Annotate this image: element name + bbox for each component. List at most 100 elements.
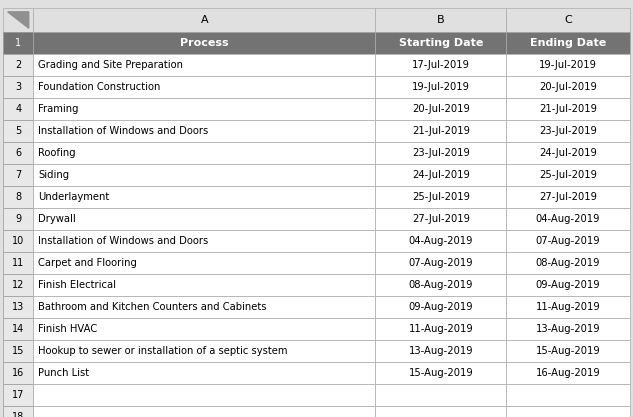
Bar [3,384,34,406]
Text: 27-Jul-2019: 27-Jul-2019 [539,192,597,202]
Bar [506,318,630,340]
Text: 14: 14 [12,324,24,334]
Text: 4: 4 [15,104,22,114]
Bar [34,76,375,98]
Bar [375,384,506,406]
Text: 19-Jul-2019: 19-Jul-2019 [412,82,470,92]
Bar [3,98,34,120]
Text: 11-Aug-2019: 11-Aug-2019 [408,324,473,334]
Text: 15-Aug-2019: 15-Aug-2019 [536,346,601,356]
Text: 08-Aug-2019: 08-Aug-2019 [536,258,600,268]
Text: 15: 15 [12,346,25,356]
Text: Punch List: Punch List [39,368,89,378]
Text: 9: 9 [15,214,22,224]
Bar [34,208,375,230]
Bar [375,252,506,274]
Text: 20-Jul-2019: 20-Jul-2019 [412,104,470,114]
Bar [34,406,375,417]
Bar [375,164,506,186]
Text: Installation of Windows and Doors: Installation of Windows and Doors [39,126,208,136]
Text: Drywall: Drywall [39,214,76,224]
Text: Starting Date: Starting Date [399,38,483,48]
Bar [3,54,34,76]
Text: 18: 18 [12,412,24,417]
Bar [34,164,375,186]
Bar [506,340,630,362]
Bar [506,230,630,252]
Bar [375,32,506,54]
Text: Installation of Windows and Doors: Installation of Windows and Doors [39,236,208,246]
Bar [34,186,375,208]
Bar [506,120,630,142]
Text: Grading and Site Preparation: Grading and Site Preparation [39,60,184,70]
Bar [375,208,506,230]
Bar [34,54,375,76]
Bar [506,406,630,417]
Text: 04-Aug-2019: 04-Aug-2019 [536,214,600,224]
Text: 17-Jul-2019: 17-Jul-2019 [412,60,470,70]
Text: 1: 1 [15,38,22,48]
Bar [506,98,630,120]
Text: 19-Jul-2019: 19-Jul-2019 [539,60,597,70]
Bar [34,8,375,32]
Bar [3,406,34,417]
Text: A: A [201,15,208,25]
Bar [3,76,34,98]
Bar [34,142,375,164]
Bar [375,54,506,76]
Bar [3,252,34,274]
Text: Framing: Framing [39,104,79,114]
Text: 15-Aug-2019: 15-Aug-2019 [408,368,473,378]
Bar [506,186,630,208]
Bar [375,296,506,318]
Text: Process: Process [180,38,229,48]
Bar [375,318,506,340]
Text: 6: 6 [15,148,22,158]
Polygon shape [8,12,28,28]
Bar [375,142,506,164]
Text: 23-Jul-2019: 23-Jul-2019 [412,148,470,158]
Text: 16-Aug-2019: 16-Aug-2019 [536,368,601,378]
Text: 13: 13 [12,302,24,312]
Bar [3,120,34,142]
Text: Ending Date: Ending Date [530,38,606,48]
Bar [375,76,506,98]
Text: 12: 12 [12,280,25,290]
Text: 5: 5 [15,126,22,136]
Bar [3,164,34,186]
Bar [3,142,34,164]
Bar [375,406,506,417]
Bar [506,8,630,32]
Text: 2: 2 [15,60,22,70]
Text: Bathroom and Kitchen Counters and Cabinets: Bathroom and Kitchen Counters and Cabine… [39,302,266,312]
Text: 11: 11 [12,258,24,268]
Text: 09-Aug-2019: 09-Aug-2019 [536,280,601,290]
Bar [506,252,630,274]
Bar [506,32,630,54]
Bar [3,318,34,340]
Text: C: C [564,15,572,25]
Text: 07-Aug-2019: 07-Aug-2019 [408,258,473,268]
Bar [506,54,630,76]
Text: 8: 8 [15,192,22,202]
Text: Roofing: Roofing [39,148,76,158]
Bar [34,340,375,362]
Bar [3,340,34,362]
Bar [3,230,34,252]
Text: Foundation Construction: Foundation Construction [39,82,161,92]
Bar [34,362,375,384]
Text: Underlayment: Underlayment [39,192,110,202]
Text: 25-Jul-2019: 25-Jul-2019 [539,170,597,180]
Text: 20-Jul-2019: 20-Jul-2019 [539,82,597,92]
Bar [34,230,375,252]
Bar [3,32,34,54]
Text: 24-Jul-2019: 24-Jul-2019 [412,170,470,180]
Bar [34,120,375,142]
Bar [375,340,506,362]
Text: 11-Aug-2019: 11-Aug-2019 [536,302,601,312]
Text: Finish Electrical: Finish Electrical [39,280,116,290]
Bar [3,296,34,318]
Bar [3,8,34,32]
Text: 24-Jul-2019: 24-Jul-2019 [539,148,597,158]
Text: 08-Aug-2019: 08-Aug-2019 [409,280,473,290]
